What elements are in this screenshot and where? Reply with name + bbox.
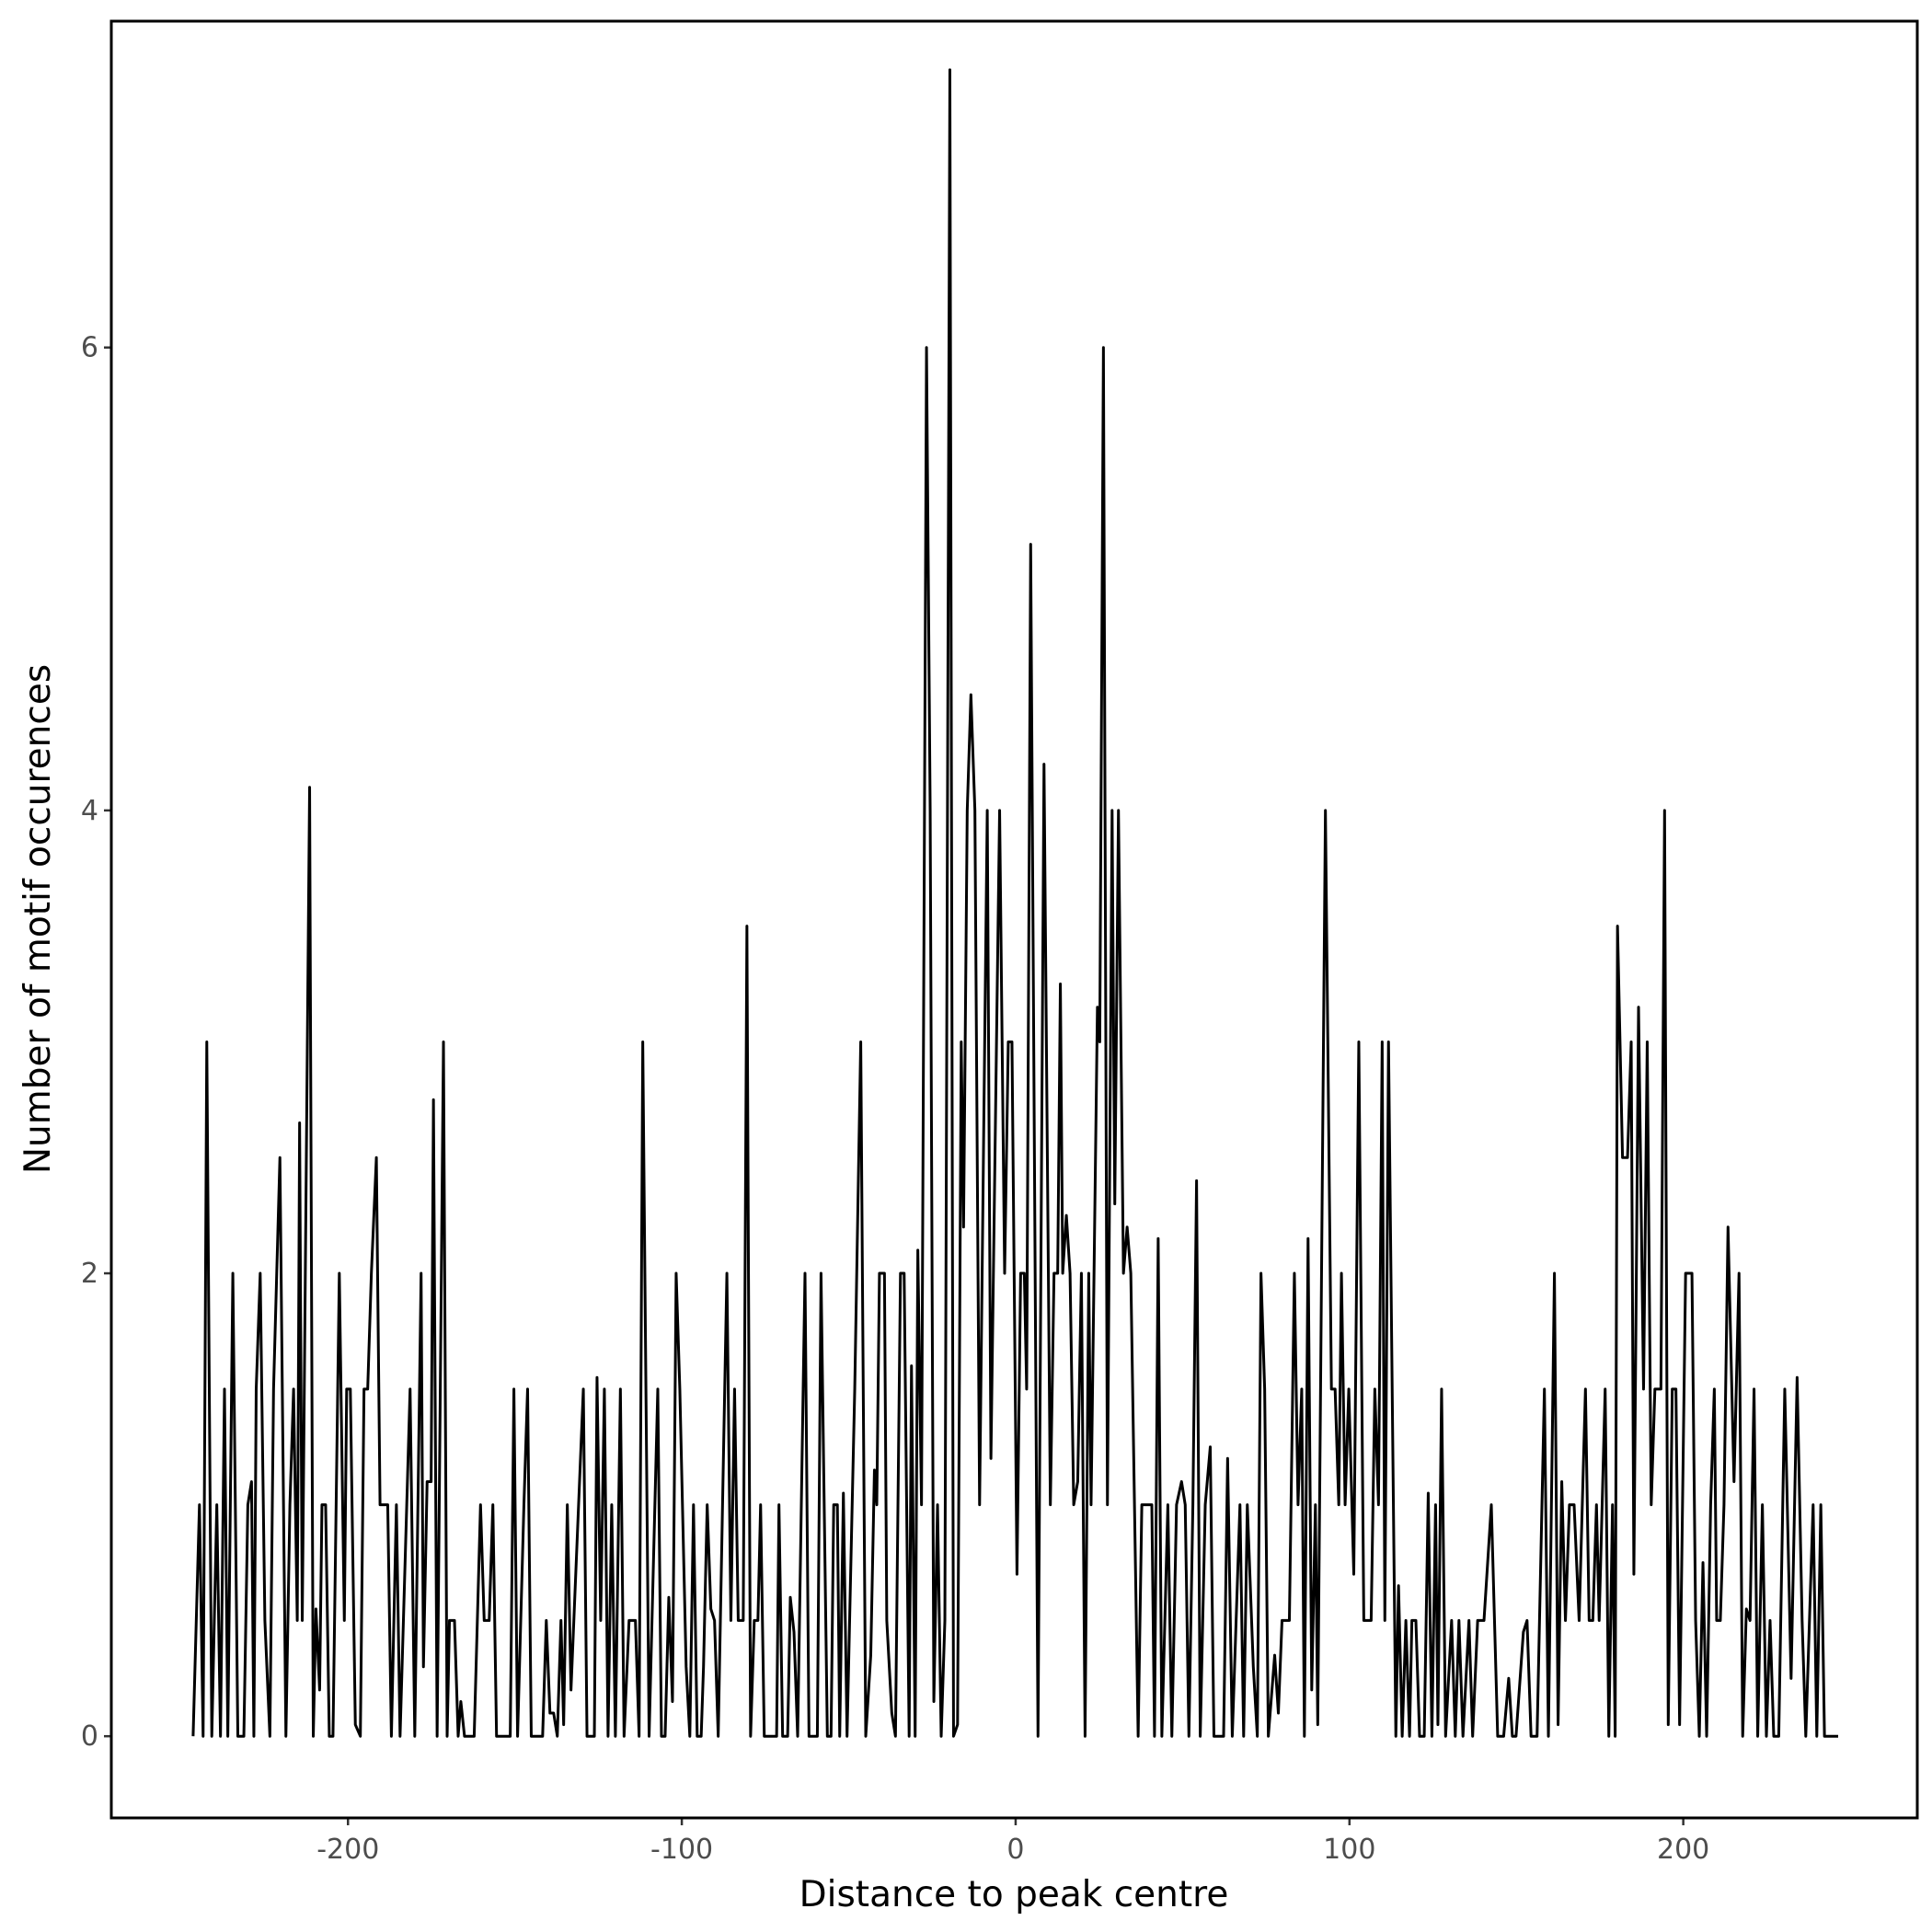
x-tick-label: 100 (1323, 1834, 1375, 1866)
x-tick-label: 200 (1657, 1834, 1709, 1866)
plot-frame (109, 19, 1919, 1820)
y-tick-label: 6 (81, 332, 98, 364)
y-tick-label: 2 (81, 1258, 98, 1290)
x-tick-label: 0 (1006, 1834, 1024, 1866)
data-line (191, 68, 1839, 1738)
x-tick-label: -200 (316, 1834, 379, 1866)
x-axis-title: Distance to peak centre (799, 1874, 1229, 1915)
x-tick-label: -100 (650, 1834, 713, 1866)
y-axis-title: Number of motif occurences (17, 664, 59, 1174)
y-tick-label: 4 (81, 795, 98, 827)
y-tick-label: 0 (81, 1720, 98, 1753)
